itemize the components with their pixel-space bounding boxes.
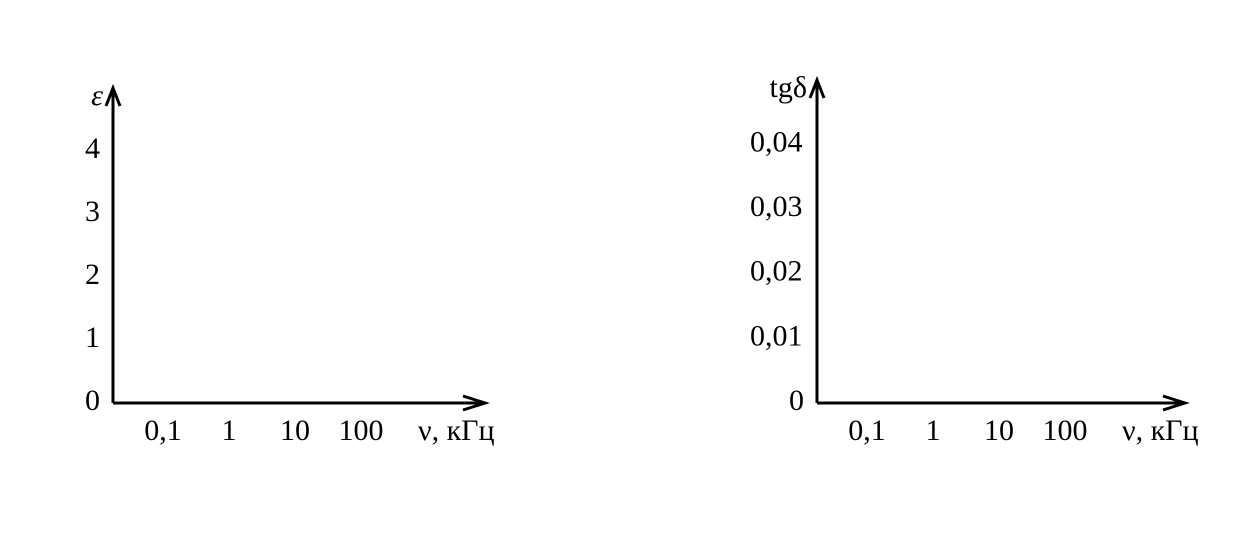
x-tick-label: 100 (1043, 414, 1088, 447)
x-axis (113, 394, 490, 412)
x-tick-label: 0,1 (144, 414, 182, 447)
x-tick-label: 1 (926, 414, 941, 447)
x-axis-label: ν, кГц (418, 414, 495, 447)
x-tick-label: 0,1 (848, 414, 886, 447)
y-tick-label: 3 (85, 195, 100, 228)
y-tick-label: 0,03 (750, 190, 803, 223)
y-axis (104, 83, 122, 403)
y-axis-label: tgδ (770, 71, 807, 104)
x-tick-label: 10 (984, 414, 1014, 447)
y-tick-label: 0,04 (750, 125, 803, 158)
y-tick-label: 2 (85, 258, 100, 291)
y-axis (808, 75, 826, 403)
x-tick-label: 100 (339, 414, 384, 447)
y-tick-label: 1 (85, 321, 100, 354)
y-tick-label: 0,02 (750, 255, 803, 288)
y-tick-label: 0 (789, 384, 804, 417)
x-axis (817, 394, 1190, 412)
y-tick-label: 0,01 (750, 319, 803, 352)
y-axis-label: ε (91, 79, 103, 112)
x-axis-label: ν, кГц (1122, 414, 1199, 447)
x-tick-label: 1 (222, 414, 237, 447)
y-tick-label: 4 (85, 132, 100, 165)
y-tick-label: 0 (85, 384, 100, 417)
x-tick-label: 10 (280, 414, 310, 447)
